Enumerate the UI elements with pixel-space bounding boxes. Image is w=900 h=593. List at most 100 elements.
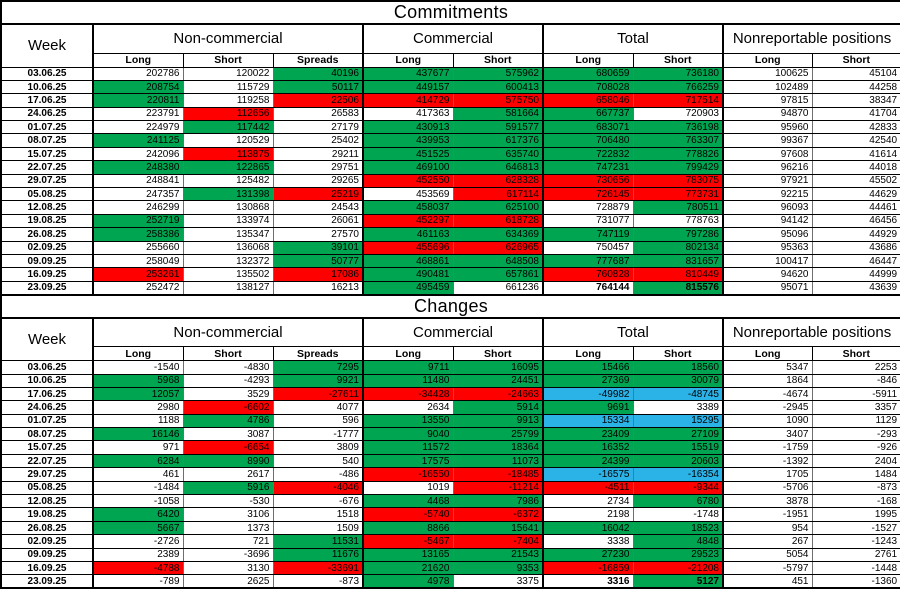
value-cell: 2253	[811, 360, 900, 375]
value-cell: 133974	[182, 213, 274, 229]
value-cell: 9353	[452, 560, 544, 576]
value-cell: -16550	[362, 467, 454, 482]
value-cell: 634369	[452, 227, 544, 242]
value-cell: 1129	[811, 413, 900, 429]
value-cell: 646813	[452, 160, 544, 175]
table-row: 02.09.25 255660 136068 39101 455696 626965 750…	[0, 240, 900, 255]
value-cell: 135347	[182, 227, 274, 242]
value-cell: 4978	[362, 574, 454, 589]
value-cell: 12057	[92, 386, 184, 402]
value-cell: 40196	[272, 66, 364, 81]
value-cell: -48745	[632, 386, 724, 402]
group-header-commercial: Commercial	[362, 317, 544, 348]
value-cell: 2617	[182, 467, 274, 482]
table-row: 19.08.25 252719 133974 26061 452297 618728 731…	[0, 213, 900, 229]
value-cell: 132372	[182, 253, 274, 269]
value-cell: 50777	[272, 253, 364, 269]
value-cell: 2198	[542, 507, 634, 522]
value-cell: 117442	[182, 120, 274, 135]
value-cell: 102489	[722, 79, 813, 95]
week-cell: 10.06.25	[0, 373, 94, 388]
value-cell: -24663	[452, 386, 544, 402]
value-cell: -5467	[362, 534, 454, 549]
week-cell: 15.07.25	[0, 440, 94, 455]
value-cell: 13165	[362, 547, 454, 563]
value-cell: 21543	[452, 547, 544, 563]
col-header-nr-long: Long	[722, 346, 813, 362]
week-cell: 19.08.25	[0, 507, 94, 522]
table-row: 15.07.25 971 -6654 3809 11572 18364 16352 15519…	[0, 440, 900, 455]
value-cell: 3357	[811, 400, 900, 415]
table-row: 10.06.25 5968 -4293 9921 11480 24451 27369 3007…	[0, 373, 900, 388]
value-cell: 95071	[722, 280, 813, 296]
value-cell: -873	[811, 480, 900, 496]
value-cell: 7986	[452, 494, 544, 509]
table-row: 16.09.25 253261 135502 17086 490481 657861 760…	[0, 267, 900, 282]
value-cell: 26583	[272, 106, 364, 122]
value-cell: 596	[272, 413, 364, 429]
week-cell: 10.06.25	[0, 79, 94, 95]
value-cell: 241125	[92, 133, 184, 148]
value-cell: 575962	[452, 66, 544, 81]
value-cell: 453569	[362, 187, 454, 202]
value-cell: 5054	[722, 547, 813, 563]
value-cell: 11531	[272, 534, 364, 549]
table-row: 05.08.25 247357 131398 25219 453569 617114 726…	[0, 187, 900, 202]
value-cell: 246299	[92, 200, 184, 215]
table-row: 17.06.25 12057 3529 -27611 -34428 -24663 -4998…	[0, 386, 900, 402]
value-cell: 46447	[811, 253, 900, 269]
value-cell: -873	[272, 574, 364, 589]
value-cell: 6420	[92, 507, 184, 522]
col-header-c-long: Long	[362, 346, 454, 362]
value-cell: 778763	[632, 213, 724, 229]
table-row: 22.07.25 6284 8990 540 17575 11073 24399 20603-…	[0, 453, 900, 469]
value-cell: 18523	[632, 520, 724, 536]
value-cell: 16213	[272, 280, 364, 296]
value-cell: -168	[811, 494, 900, 509]
value-cell: 2625	[182, 574, 274, 589]
value-cell: 27570	[272, 227, 364, 242]
table-row: 26.08.25 258386 135347 27570 461163 634369 747…	[0, 227, 900, 242]
value-cell: 9040	[362, 427, 454, 442]
table-row: 29.07.25 461 2617 -486 -16550 -18485 -16575 -16…	[0, 467, 900, 482]
value-cell: 18560	[632, 360, 724, 375]
table-row: 23.09.25 -789 2625 -873 4978 3375 3316 5127 451-…	[0, 574, 900, 589]
value-cell: -926	[811, 440, 900, 455]
table-row: 02.09.25 -2726 721 11531 -5467 -7404 3338 4848 2…	[0, 534, 900, 549]
value-cell: -9344	[632, 480, 724, 496]
value-cell: -5706	[722, 480, 813, 496]
value-cell: -6654	[182, 440, 274, 455]
value-cell: 802134	[632, 240, 724, 255]
group-header-commercial: Commercial	[362, 23, 544, 54]
value-cell: 661236	[452, 280, 544, 296]
value-cell: 44629	[811, 187, 900, 202]
value-cell: 9691	[542, 400, 634, 415]
value-cell: -3696	[182, 547, 274, 563]
value-cell: 5667	[92, 520, 184, 536]
value-cell: 208754	[92, 79, 184, 95]
table-row: 01.07.25 1188 4786 596 13550 9913 15334 15295 10…	[0, 413, 900, 429]
table-row: 23.09.25 252472 138127 16213 495459 661236 764…	[0, 280, 900, 296]
value-cell: 780511	[632, 200, 724, 215]
value-cell: 760828	[542, 267, 634, 282]
value-cell: -1360	[811, 574, 900, 589]
value-cell: 15334	[542, 413, 634, 429]
table-row: 09.09.25 258049 132372 50777 468861 648508 777…	[0, 253, 900, 269]
value-cell: 25219	[272, 187, 364, 202]
value-cell: 27369	[542, 373, 634, 388]
value-cell: -4674	[722, 386, 813, 402]
value-cell: 618728	[452, 213, 544, 229]
value-cell: 9913	[452, 413, 544, 429]
value-cell: 617114	[452, 187, 544, 202]
value-cell: 202786	[92, 66, 184, 81]
value-cell: 2980	[92, 400, 184, 415]
value-cell: 728879	[542, 200, 634, 215]
col-header-nc-short: Short	[182, 346, 274, 362]
value-cell: 455696	[362, 240, 454, 255]
value-cell: 540	[272, 453, 364, 469]
value-cell: 94142	[722, 213, 813, 229]
value-cell: 255660	[92, 240, 184, 255]
value-cell: 625100	[452, 200, 544, 215]
value-cell: -2726	[92, 534, 184, 549]
value-cell: 15641	[452, 520, 544, 536]
